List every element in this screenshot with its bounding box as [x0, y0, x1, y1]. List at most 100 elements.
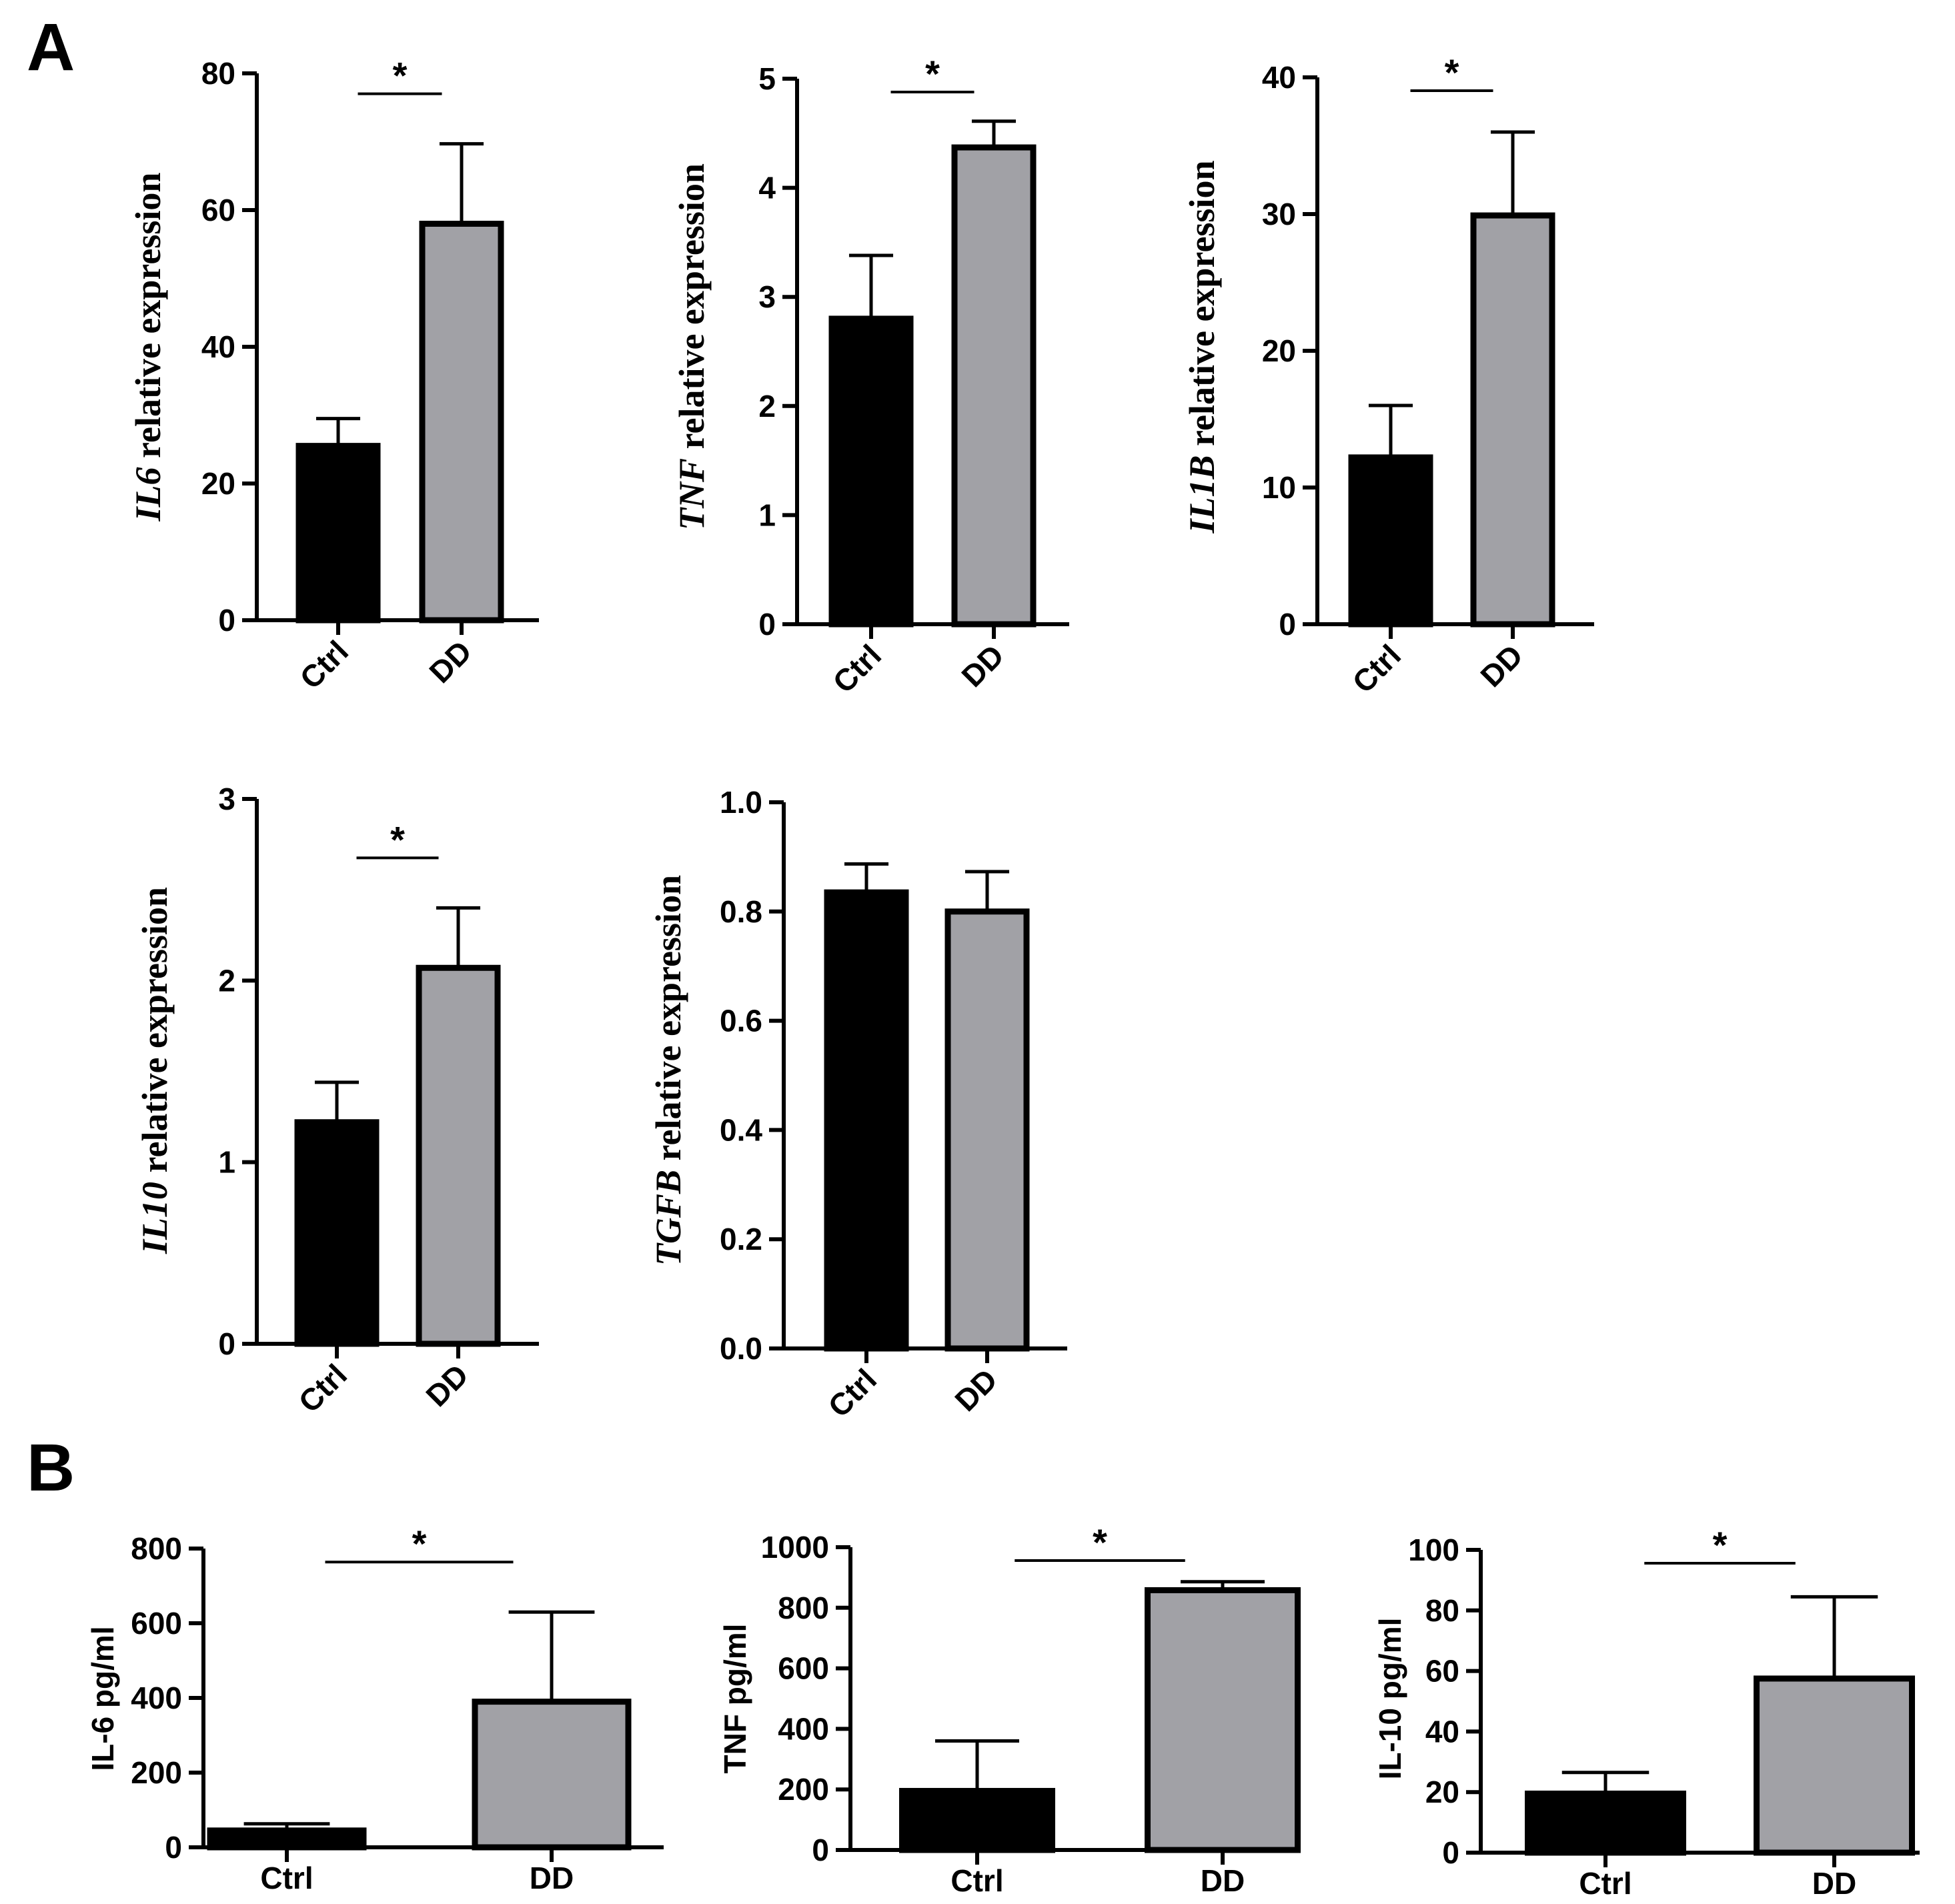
- y-tick-label: 5: [758, 61, 776, 96]
- y-tick-label: 20: [1262, 333, 1296, 368]
- significance-marker: *: [1713, 1524, 1728, 1566]
- bar-ctrl: [1525, 1790, 1686, 1856]
- x-tick-label-dd: DD: [419, 1357, 475, 1413]
- bar-ctrl: [824, 889, 909, 1352]
- y-axis-label-gene: IL1B: [1182, 455, 1222, 534]
- y-axis-label: TNF relative expression: [672, 163, 712, 530]
- bar-dd: [416, 964, 501, 1347]
- y-tick-label: 0: [218, 603, 235, 638]
- y-tick-label: 0: [165, 1830, 182, 1865]
- y-tick-label: 0.2: [720, 1222, 762, 1256]
- y-tick-label: 400: [131, 1681, 182, 1715]
- y-tick-label: 4: [758, 171, 776, 205]
- bar-dd: [944, 908, 1030, 1352]
- significance-marker: *: [390, 818, 405, 860]
- y-tick-label: 20: [1425, 1775, 1459, 1809]
- y-tick-label: 0: [1442, 1835, 1459, 1870]
- bar-dd: [419, 221, 504, 624]
- y-tick-label: 200: [131, 1755, 182, 1790]
- y-tick-label: 100: [1408, 1533, 1459, 1567]
- x-tick-label-ctrl: Ctrl: [260, 1861, 313, 1895]
- significance-marker: *: [412, 1523, 427, 1565]
- x-tick-label-dd: DD: [530, 1861, 574, 1895]
- y-tick-label: 800: [131, 1531, 182, 1566]
- y-tick-label: 200: [778, 1772, 829, 1807]
- chart-il1b-mrna: 0 10 20 30 40 Ctrl DD IL1B relative expression *: [1182, 51, 1594, 700]
- y-tick-label: 0: [812, 1833, 829, 1867]
- y-tick-label: 1000: [761, 1530, 829, 1565]
- y-tick-label: 600: [778, 1651, 829, 1686]
- y-tick-label: 1: [218, 1145, 235, 1180]
- significance-marker: *: [393, 55, 408, 97]
- y-axis-label: IL-10 pg/ml: [1373, 1618, 1407, 1780]
- x-tick-label-ctrl: Ctrl: [1579, 1866, 1632, 1901]
- y-axis-label: IL-6 pg/ml: [85, 1626, 120, 1771]
- bar-dd: [1145, 1587, 1301, 1853]
- x-tick-label-dd: DD: [954, 638, 1011, 694]
- x-tick-label-ctrl: Ctrl: [291, 1357, 354, 1419]
- y-axis-label: IL1B relative expression: [1182, 161, 1222, 534]
- chart-il10-mrna: 0 1 2 3 Ctrl DD IL10 relative expression *: [135, 782, 539, 1419]
- y-axis-label-gene: IL6: [128, 467, 168, 522]
- bar-ctrl: [295, 443, 381, 624]
- y-tick-label: 1.0: [720, 785, 762, 820]
- y-tick-label: 0.6: [720, 1004, 762, 1038]
- y-axis-label-text: relative expression: [648, 875, 688, 1170]
- chart-il6-protein: 0 200 400 600 800 Ctrl DD IL-6 pg/ml *: [85, 1523, 664, 1895]
- y-axis-label-gene: TNF: [672, 458, 712, 530]
- y-axis-label-gene: TGFB: [648, 1170, 688, 1266]
- chart-il6-mrna: 0 20 40 60 80 Ctrl DD IL6 relative expression *: [128, 55, 539, 696]
- bar-dd: [472, 1699, 632, 1851]
- y-axis-label: TGFB relative expression: [648, 875, 688, 1266]
- y-tick-label: 1: [758, 498, 776, 532]
- significance-marker: *: [1445, 51, 1459, 93]
- x-tick-label-ctrl: Ctrl: [1345, 638, 1407, 700]
- y-tick-label: 2: [218, 963, 235, 998]
- y-axis-label: IL10 relative expression: [135, 887, 175, 1254]
- y-tick-label: 400: [778, 1711, 829, 1746]
- y-axis-label-text: relative expression: [1182, 161, 1222, 455]
- bar-ctrl: [207, 1827, 367, 1851]
- bar-ctrl: [828, 315, 914, 628]
- x-tick-label-dd: DD: [422, 634, 478, 690]
- y-tick-label: 80: [201, 56, 235, 91]
- y-tick-label: 60: [201, 193, 235, 227]
- y-tick-label: 3: [758, 279, 776, 314]
- y-tick-label: 80: [1425, 1593, 1459, 1628]
- significance-marker: *: [925, 53, 940, 95]
- x-tick-label-ctrl: Ctrl: [950, 1863, 1003, 1898]
- y-tick-label: 3: [218, 782, 235, 816]
- x-tick-label-dd: DD: [1201, 1863, 1245, 1898]
- y-tick-label: 60: [1425, 1654, 1459, 1689]
- y-tick-label: 40: [1425, 1714, 1459, 1749]
- chart-tnf-mrna: 0 1 2 3 4 5 Ctrl DD TNF relative expression *: [672, 53, 1069, 700]
- bar-dd: [951, 144, 1037, 628]
- y-tick-label: 10: [1262, 470, 1296, 505]
- y-tick-label: 0.0: [720, 1331, 762, 1366]
- y-axis-label: IL6 relative expression: [128, 173, 168, 522]
- chart-il10-protein: 0 20 40 60 80 100 Ctrl DD IL-10 pg/ml *: [1373, 1524, 1920, 1901]
- chart-tgfb-mrna: 0.0 0.2 0.4 0.6 0.8 1.0 Ctrl DD TGFB relative ex…: [648, 785, 1067, 1424]
- y-tick-label: 40: [201, 329, 235, 364]
- bar-ctrl: [899, 1787, 1055, 1853]
- panel-label-b: B: [27, 1431, 75, 1505]
- y-tick-label: 0: [1279, 607, 1296, 642]
- y-tick-label: 30: [1262, 197, 1296, 231]
- bar-dd: [1470, 212, 1555, 628]
- y-tick-label: 20: [201, 466, 235, 501]
- y-tick-label: 0: [218, 1326, 235, 1361]
- y-tick-label: 2: [758, 389, 776, 423]
- y-axis-label-gene: IL10: [135, 1182, 175, 1254]
- y-tick-label: 0.4: [720, 1112, 762, 1147]
- bar-ctrl: [294, 1119, 380, 1347]
- x-tick-label-ctrl: Ctrl: [821, 1362, 883, 1424]
- x-tick-label-ctrl: Ctrl: [826, 638, 888, 700]
- bar-dd: [1754, 1675, 1915, 1856]
- x-tick-label-ctrl: Ctrl: [293, 634, 355, 696]
- y-axis-label-text: relative expression: [135, 887, 175, 1182]
- y-tick-label: 40: [1262, 60, 1296, 95]
- y-tick-label: 800: [778, 1591, 829, 1625]
- x-tick-label-dd: DD: [1812, 1866, 1856, 1901]
